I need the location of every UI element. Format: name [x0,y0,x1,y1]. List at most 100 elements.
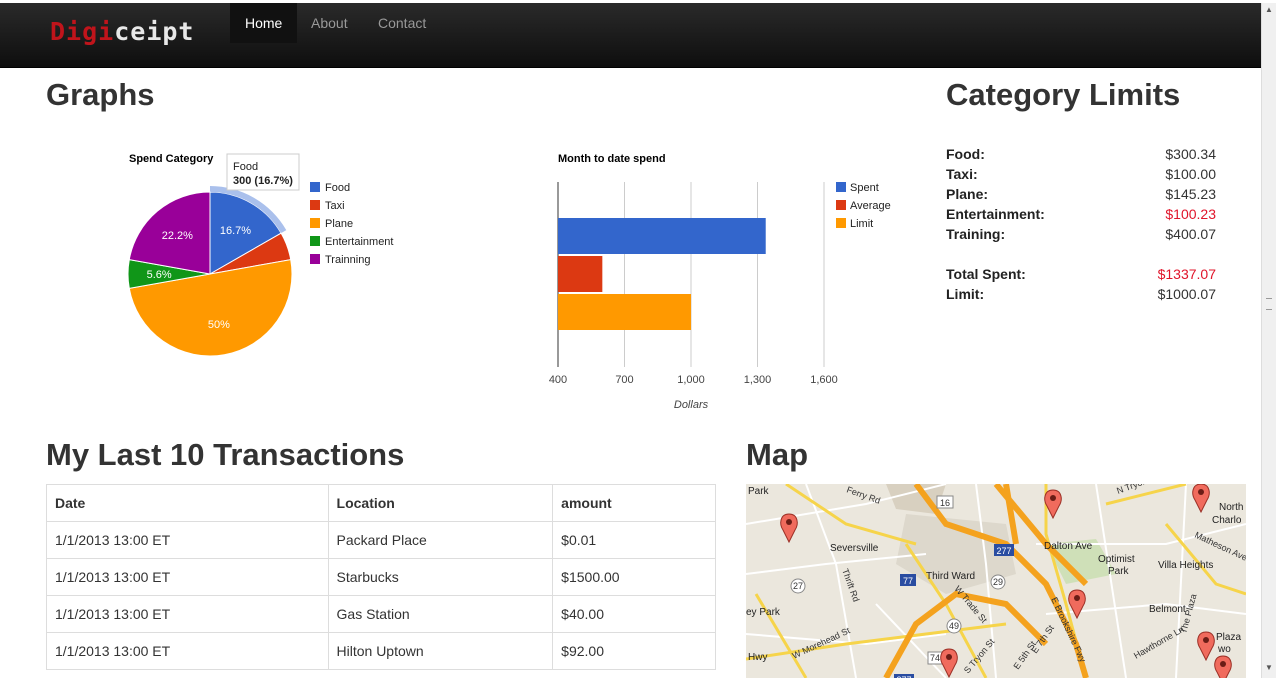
map-label: Hwy [748,652,767,663]
transactions-table: Date Location amount 1/1/2013 13:00 ET P… [46,484,716,670]
table-header-row: Date Location amount [46,484,716,522]
cell-location: Gas Station [327,595,554,633]
svg-text:16: 16 [940,498,950,508]
limit-value: $400.07 [1165,226,1216,242]
total-spent-row: Total Spent: $1337.07 [946,266,1216,286]
route-shield: 74 [927,651,943,665]
table-row[interactable]: 1/1/2013 13:00 ET Packard Place $0.01 [46,521,716,559]
pie-tooltip-line1: Food [233,161,258,173]
legend-entry: Average [850,200,891,212]
pie-slice-plane[interactable] [128,259,293,357]
bar-x-axis-label: Dollars [674,399,709,411]
scroll-grip[interactable] [1266,298,1272,310]
page-scrollbar[interactable]: ▲ ▼ [1261,3,1276,678]
cell-date: 1/1/2013 13:00 ET [46,632,329,670]
map-marker-icon[interactable] [1044,489,1062,520]
limit-row-entertainment: Entertainment: $100.23 [946,206,1216,226]
total-spent-value: $1337.07 [1157,266,1216,282]
pie-slice-label: 22.2% [162,230,193,242]
brand-logo-part-a: Digi [50,17,115,46]
legend-entry: Trainning [325,254,370,266]
pie-slice-label: 16.7% [220,225,251,237]
map-marker-icon[interactable] [1192,484,1210,514]
legend-entry: Limit [850,218,873,230]
bar-limit[interactable] [558,294,692,330]
route-shield: 29 [990,574,1006,590]
legend-swatch [836,182,846,192]
window-top-edge [0,0,1276,4]
map-label: Optimist [1098,554,1135,565]
nav-contact[interactable]: Contact [378,15,427,31]
map-label: Dalton Ave [1044,541,1093,552]
brand-logo[interactable]: Digiceipt [50,17,194,46]
limit-total-row: Limit: $1000.07 [946,286,1216,306]
limit-value: $145.23 [1165,186,1216,202]
column-header-location[interactable]: Location [327,484,554,522]
category-limits-list: Food: $300.34 Taxi: $100.00 Plane: $145.… [946,146,1216,306]
cell-amount: $0.01 [552,521,716,559]
legend-swatch [310,182,320,192]
legend-entry: Entertainment [325,236,393,248]
legend-entry: Taxi [325,200,345,212]
map-marker-icon[interactable] [1197,631,1215,662]
spend-category-chart[interactable]: Spend Category 16.7% 50% 5.6% 22.2% Food Tax… [110,145,430,375]
table-row[interactable]: 1/1/2013 13:00 ET Hilton Uptown $92.00 [46,632,716,670]
map-label: Charlo [1212,515,1242,526]
map-label: Villa Heights [1158,560,1213,571]
map-marker-icon[interactable] [780,513,798,544]
limit-row-training: Training: $400.07 [946,226,1216,246]
legend-swatch [310,200,320,210]
map-label: Park [1108,566,1130,577]
legend-swatch [310,254,320,264]
route-shield: 27 [790,578,806,594]
route-shield: 49 [946,618,962,634]
limit-value-over: $100.23 [1165,206,1216,222]
table-row[interactable]: 1/1/2013 13:00 ET Gas Station $40.00 [46,595,716,633]
map-canvas[interactable]: Seversville Third Ward Dalton Ave Optimi… [746,484,1246,678]
legend-swatch [836,200,846,210]
month-to-date-chart[interactable]: Month to date spend 400 700 1,000 1,300 1,60… [540,145,920,425]
bar-spent[interactable] [558,218,766,254]
cell-location: Starbucks [327,558,554,596]
map-marker-icon[interactable] [940,648,958,678]
column-header-date[interactable]: Date [46,484,329,522]
map-label: North [1219,502,1243,513]
pie-slice-label: 50% [208,319,230,331]
navbar: Digiceipt Home About Contact [0,3,1262,68]
scroll-up-arrow-icon[interactable]: ▲ [1265,5,1273,14]
map-label: Belmont [1149,604,1186,615]
limit-label: Taxi: [946,166,978,182]
map-marker-icon[interactable] [1214,655,1232,678]
bar-chart-title: Month to date spend [558,153,666,165]
x-tick-label: 700 [615,374,633,386]
column-header-amount[interactable]: amount [552,484,716,522]
map-heading: Map [746,437,808,472]
svg-text:277: 277 [996,546,1011,556]
map-label: Third Ward [926,571,975,582]
map-view[interactable]: Seversville Third Ward Dalton Ave Optimi… [746,484,1246,678]
map-label: Plaza [1216,632,1241,643]
limit-row-food: Food: $300.34 [946,146,1216,166]
limit-label: Entertainment: [946,206,1045,222]
map-label: Seversville [830,543,879,554]
map-label: wo [1217,644,1231,655]
x-tick-label: 1,600 [810,374,838,386]
table-row[interactable]: 1/1/2013 13:00 ET Starbucks $1500.00 [46,558,716,596]
legend-entry: Food [325,182,350,194]
total-spent-label: Total Spent: [946,266,1026,282]
map-marker-icon[interactable] [1068,589,1086,620]
transactions-heading: My Last 10 Transactions [46,437,405,472]
svg-text:27: 27 [793,581,803,591]
svg-text:74: 74 [930,653,940,663]
limit-value: $100.00 [1165,166,1216,182]
bar-average[interactable] [558,256,603,292]
pie-slice-trainning[interactable] [128,191,211,275]
x-tick-label: 1,000 [677,374,705,386]
legend-swatch [310,236,320,246]
cell-location: Hilton Uptown [327,632,554,670]
limit-value: $300.34 [1165,146,1216,162]
scroll-down-arrow-icon[interactable]: ▼ [1265,663,1273,672]
limit-total-value: $1000.07 [1157,286,1216,302]
nav-about[interactable]: About [311,15,348,31]
nav-home[interactable]: Home [230,3,298,43]
